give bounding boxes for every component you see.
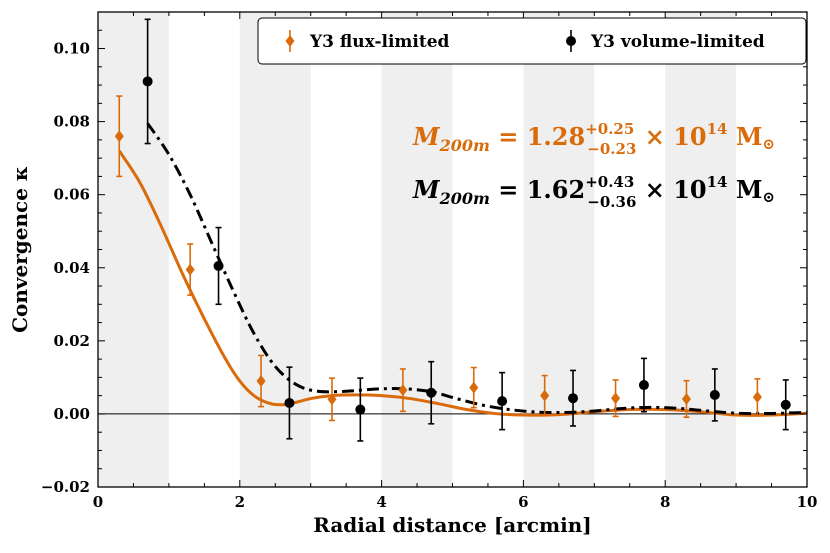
flux-limited-point xyxy=(540,374,550,417)
circle-marker xyxy=(355,404,366,415)
fit-curves xyxy=(118,122,808,417)
y-tick-label: 0.06 xyxy=(53,186,90,204)
volume-limited-point xyxy=(497,371,508,431)
mass-annotations: M200m = 1.28+0.25 −0.23 × 1014 M⊙ M200m = … xyxy=(412,120,775,211)
x-tick-label: 0 xyxy=(93,493,103,511)
y-tick-label: −0.02 xyxy=(41,478,90,496)
mass-annotation-flux: M200m = 1.28+0.25 −0.23 × 1014 M⊙ xyxy=(412,120,775,158)
y-axis-label: Convergence κ xyxy=(8,166,32,333)
shaded-band-3 xyxy=(523,12,595,487)
mass-equation: M200m = 1.28+0.25 −0.23 × 1014 M⊙ xyxy=(412,120,775,158)
fit-curve-flux-limited xyxy=(118,150,808,417)
diamond-marker xyxy=(398,384,408,397)
circle-marker xyxy=(568,393,579,404)
data-points xyxy=(114,18,791,442)
diamond-marker xyxy=(611,392,621,405)
volume-limited-point xyxy=(638,357,649,413)
shaded-band-1 xyxy=(239,12,311,487)
volume-limited-point xyxy=(213,226,224,306)
flux-limited-point xyxy=(752,378,762,417)
diamond-marker xyxy=(114,130,124,143)
y-tick-label: 0.08 xyxy=(53,113,90,131)
shaded-band-4 xyxy=(665,12,737,487)
volume-limited-point xyxy=(284,366,295,440)
circle-marker xyxy=(638,380,649,391)
circle-marker xyxy=(142,76,153,87)
legend-diamond-marker xyxy=(285,35,295,47)
y-tick-label: 0.00 xyxy=(53,405,90,423)
legend-item-flux-limited: Y3 flux-limited xyxy=(285,30,450,52)
flux-limited-point xyxy=(185,243,195,296)
fit-curve-volume-limited xyxy=(146,122,808,416)
diamond-marker xyxy=(185,263,195,276)
flux-limited-point xyxy=(256,354,266,408)
diamond-marker xyxy=(681,392,691,405)
axis-ticks: 0 2 4 6 8 10 −0.02 0.00 0.02 0.04 0.06 0.08 0.10 xyxy=(41,11,818,511)
y-tick-label: 0.10 xyxy=(53,40,90,58)
legend: Y3 flux-limited Y3 volume-limited xyxy=(257,17,807,65)
diamond-marker xyxy=(327,393,337,406)
y-tick-label: 0.02 xyxy=(53,332,90,350)
circle-marker xyxy=(213,260,224,271)
mass-annotation-volume: M200m = 1.62+0.43 −0.36 × 1014 M⊙ xyxy=(412,173,775,211)
shaded-band-0 xyxy=(98,12,169,487)
flux-limited-point xyxy=(398,368,408,413)
circle-marker xyxy=(284,397,295,408)
legend-box xyxy=(257,17,807,65)
x-tick-label: 6 xyxy=(518,493,528,511)
legend-circle-marker xyxy=(566,36,576,46)
diamond-marker xyxy=(540,389,550,402)
x-tick-label: 4 xyxy=(376,493,386,511)
legend-item-volume-limited: Y3 volume-limited xyxy=(566,30,765,52)
flux-limited-point xyxy=(611,379,621,418)
flux-limited-point xyxy=(114,95,124,178)
diamond-marker xyxy=(469,381,479,394)
flux-limited-point xyxy=(327,377,337,422)
x-tick-label: 10 xyxy=(797,493,818,511)
volume-limited-point xyxy=(709,368,720,422)
x-axis-label: Radial distance [arcmin] xyxy=(313,513,592,537)
volume-limited-point xyxy=(355,377,366,442)
volume-limited-point xyxy=(426,360,437,425)
circle-marker xyxy=(709,389,720,400)
circle-marker xyxy=(497,396,508,407)
legend-label: Y3 volume-limited xyxy=(590,32,765,52)
circle-marker xyxy=(780,399,791,410)
diamond-marker xyxy=(752,391,762,404)
volume-limited-point xyxy=(780,379,791,431)
circle-marker xyxy=(426,387,437,398)
shaded-band-2 xyxy=(381,12,453,487)
volume-limited-point xyxy=(568,369,579,427)
flux-limited-point xyxy=(681,379,691,419)
legend-label: Y3 flux-limited xyxy=(309,32,450,52)
mass-equation: M200m = 1.62+0.43 −0.36 × 1014 M⊙ xyxy=(412,173,775,211)
x-tick-label: 2 xyxy=(235,493,245,511)
diamond-marker xyxy=(256,375,266,388)
x-tick-label: 8 xyxy=(660,493,670,511)
shaded-bands xyxy=(98,12,737,487)
flux-limited-point xyxy=(469,366,479,409)
y-tick-label: 0.04 xyxy=(53,259,90,277)
volume-limited-point xyxy=(142,18,153,145)
